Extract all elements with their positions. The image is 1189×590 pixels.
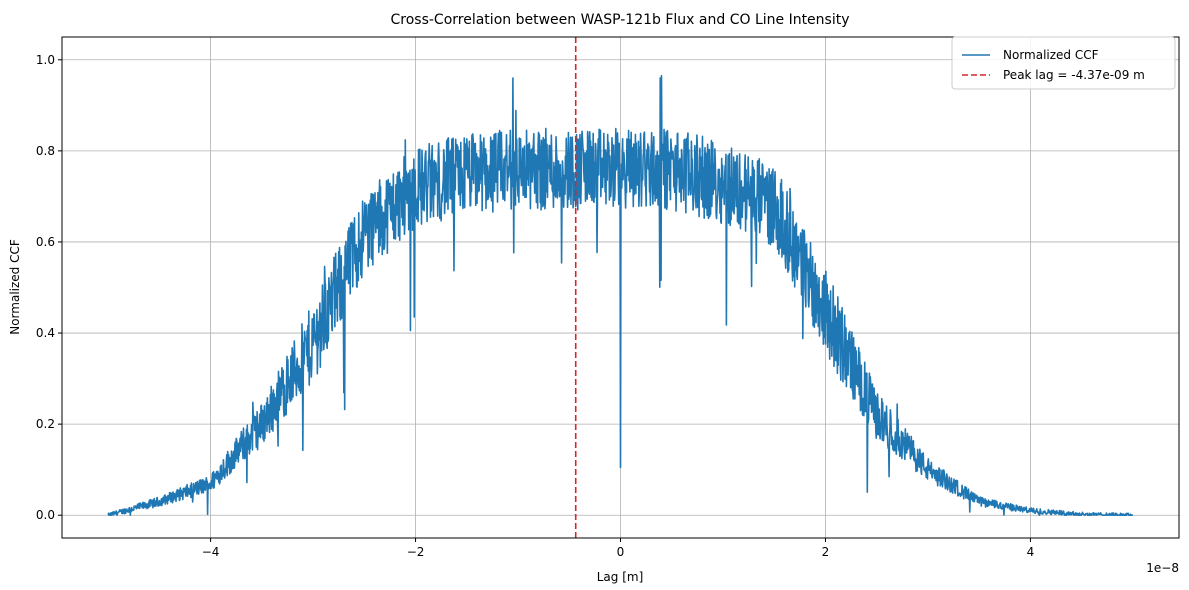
legend-label-normalized-ccf: Normalized CCF [1003, 48, 1099, 62]
legend-box [951, 36, 1176, 90]
legend: Normalized CCF Peak lag = -4.37e-09 m [951, 36, 1176, 90]
y-tick-label: 0.6 [36, 235, 55, 249]
chart-title: Cross-Correlation between WASP-121b Flux… [391, 12, 850, 28]
y-tick-label: 0.8 [36, 144, 55, 158]
x-axis-label: Lag [m] [597, 570, 644, 584]
y-axis-label: Normalized CCF [8, 239, 22, 335]
x-offset-label: 1e−8 [1146, 561, 1179, 575]
x-tick-label: −4 [202, 545, 220, 559]
series-line-normalized-ccf [107, 74, 1134, 517]
y-tick-label: 0.4 [36, 326, 55, 340]
axis-ticks: −4 −2 0 2 4 0.0 0.2 0.4 0.6 0.8 1.0 [36, 53, 1034, 559]
x-tick-label: 4 [1027, 545, 1035, 559]
legend-label-peak-lag: Peak lag = -4.37e-09 m [1003, 68, 1145, 82]
y-tick-label: 0.2 [36, 417, 55, 431]
y-tick-label: 0.0 [36, 508, 55, 522]
x-tick-label: −2 [407, 545, 425, 559]
x-tick-label: 2 [822, 545, 830, 559]
y-tick-label: 1.0 [36, 53, 55, 67]
x-tick-label: 0 [617, 545, 625, 559]
